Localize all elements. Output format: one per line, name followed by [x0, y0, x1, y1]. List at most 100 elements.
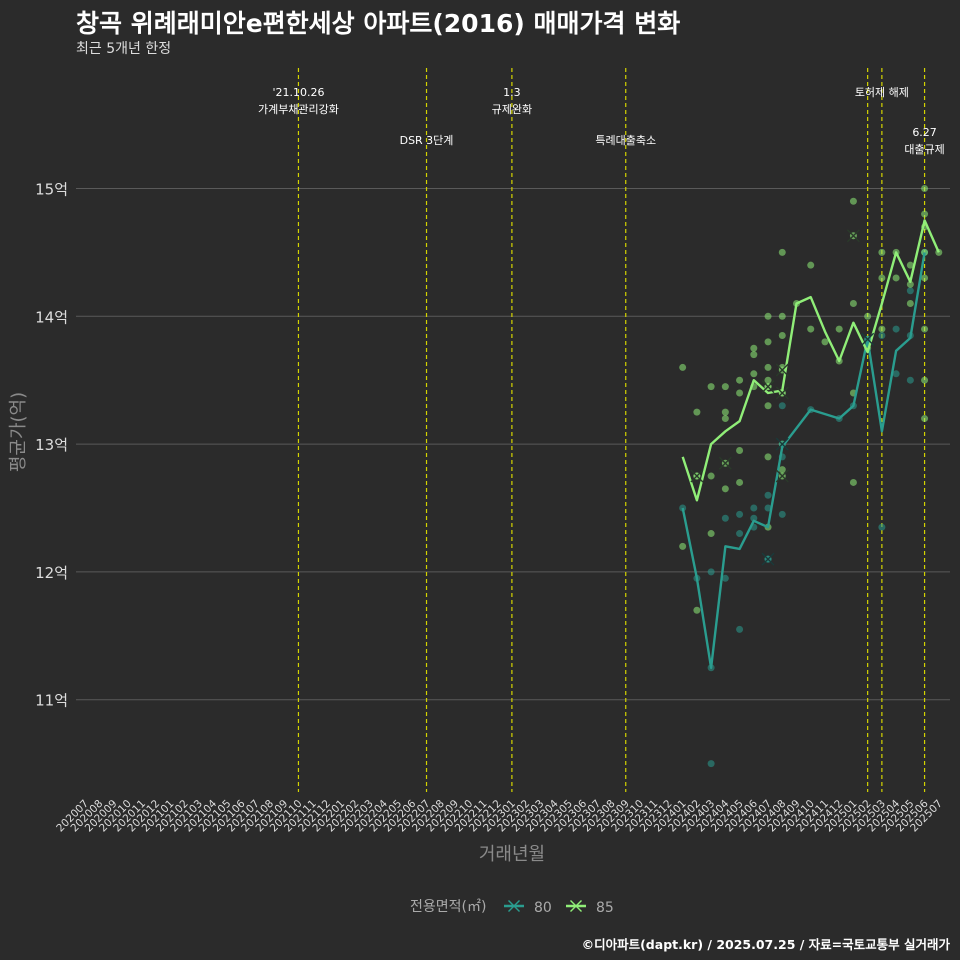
- data-point-85: [764, 312, 772, 320]
- data-point-80: [892, 325, 900, 333]
- data-point-80: [878, 331, 886, 339]
- data-point-85: [849, 197, 857, 205]
- y-tick-label: 14억: [35, 308, 68, 326]
- y-tick-label: 11억: [35, 692, 68, 710]
- cancelled-mark-85: [775, 386, 789, 400]
- chart-subtitle: 최근 5개년 한정: [76, 41, 172, 57]
- legend-item-85: 85: [566, 900, 614, 916]
- data-point-85: [736, 376, 744, 384]
- data-point-85: [921, 325, 929, 333]
- data-point-85: [921, 210, 929, 218]
- event-label: 토허제 해제: [855, 85, 909, 99]
- event-label: '21.10.26: [272, 86, 324, 99]
- data-point-85: [864, 312, 872, 320]
- data-point-80: [736, 625, 744, 633]
- data-point-85: [906, 261, 914, 269]
- cancelled-markers: [690, 229, 875, 566]
- legend-item-80: 80: [504, 900, 552, 916]
- legend: 전용면적(㎡) 80 85: [410, 899, 614, 916]
- event-label: 특례대출축소: [595, 134, 656, 147]
- data-point-85: [764, 376, 772, 384]
- legend-label: 85: [596, 900, 614, 916]
- series-line-85: [681, 219, 940, 502]
- chart-title: 창곡 위례래미안e편한세상 아파트(2016) 매매가격 변화: [76, 9, 681, 38]
- data-point-80: [906, 376, 914, 384]
- data-point-85: [707, 383, 715, 391]
- data-point-80: [878, 523, 886, 531]
- y-tick-labels: 11억 12억 13억 14억 15억: [35, 181, 68, 710]
- data-point-85: [921, 376, 929, 384]
- data-point-85: [679, 363, 687, 371]
- data-point-80: [721, 574, 729, 582]
- data-point-85: [721, 485, 729, 493]
- data-point-85: [736, 478, 744, 486]
- event-label: 대출규제: [904, 143, 944, 156]
- legend-title: 전용면적(㎡): [410, 899, 486, 915]
- data-point-85: [764, 338, 772, 346]
- cancelled-mark-80: [761, 552, 775, 566]
- data-point-85: [764, 363, 772, 371]
- data-point-85: [892, 274, 900, 282]
- cancelled-mark-85: [761, 380, 775, 394]
- x-tick-labels: 2020072020082020092020102020112020122021…: [54, 797, 945, 834]
- data-point-85: [778, 331, 786, 339]
- event-label: 1.3: [503, 86, 521, 99]
- data-point-85: [849, 478, 857, 486]
- data-point-85: [878, 248, 886, 256]
- data-point-85: [807, 261, 815, 269]
- data-point-85: [721, 383, 729, 391]
- data-point-85: [721, 415, 729, 423]
- cancelled-mark-85: [775, 363, 789, 377]
- y-tick-label: 12억: [35, 564, 68, 582]
- data-point-85: [693, 408, 701, 416]
- series-line-80: [681, 252, 926, 669]
- data-point-85: [778, 248, 786, 256]
- data-point-80: [707, 760, 715, 768]
- transaction-points: [679, 185, 943, 768]
- data-point-85: [921, 415, 929, 423]
- data-point-80: [750, 504, 758, 512]
- data-point-80: [736, 510, 744, 518]
- cancelled-mark-80: [861, 332, 875, 346]
- cancelled-mark-85: [718, 456, 732, 470]
- cancelled-mark-80: [775, 437, 789, 451]
- data-point-85: [750, 351, 758, 359]
- data-point-85: [764, 402, 772, 410]
- y-tick-label: 15억: [35, 181, 68, 199]
- data-point-85: [764, 453, 772, 461]
- event-label: DSR 3단계: [400, 134, 454, 147]
- x-axis-label: 거래년월: [479, 844, 545, 865]
- data-point-85: [778, 312, 786, 320]
- data-point-80: [750, 514, 758, 522]
- data-point-80: [906, 287, 914, 295]
- data-point-85: [679, 542, 687, 550]
- data-point-85: [921, 274, 929, 282]
- event-label: 6.27: [912, 126, 937, 139]
- y-axis-label: 평균가(억): [8, 392, 29, 472]
- legend-label: 80: [534, 900, 552, 916]
- data-point-85: [778, 466, 786, 474]
- data-point-85: [721, 408, 729, 416]
- data-point-80: [736, 530, 744, 538]
- source-caption: ©디아파트(dapt.kr) / 2025.07.25 / 자료=국토교통부 실…: [581, 937, 950, 952]
- data-point-85: [878, 274, 886, 282]
- data-point-85: [707, 472, 715, 480]
- data-point-85: [821, 338, 829, 346]
- data-point-80: [707, 568, 715, 576]
- legend-marker-85: [570, 900, 582, 912]
- cancelled-mark-85: [690, 469, 704, 483]
- data-point-85: [921, 185, 929, 192]
- data-point-85: [707, 530, 715, 538]
- data-point-85: [849, 300, 857, 308]
- data-point-85: [750, 344, 758, 352]
- data-point-85: [906, 300, 914, 308]
- cancelled-mark-85: [846, 229, 860, 243]
- data-point-85: [736, 446, 744, 454]
- data-point-85: [736, 389, 744, 397]
- data-point-85: [807, 325, 815, 333]
- data-point-80: [679, 504, 687, 512]
- legend-marker-80: [508, 900, 520, 912]
- data-point-85: [906, 280, 914, 288]
